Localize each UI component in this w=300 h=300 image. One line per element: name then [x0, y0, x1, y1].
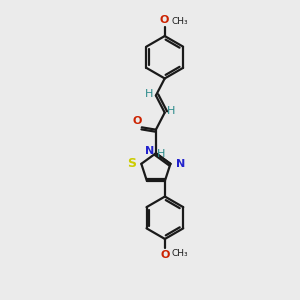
Text: H: H — [167, 106, 176, 116]
Text: O: O — [133, 116, 142, 126]
Text: H: H — [157, 148, 165, 158]
Text: CH₃: CH₃ — [171, 249, 188, 258]
Text: N: N — [176, 159, 185, 169]
Text: O: O — [160, 250, 170, 260]
Text: CH₃: CH₃ — [171, 17, 188, 26]
Text: O: O — [159, 15, 169, 26]
Text: H: H — [145, 89, 154, 99]
Text: S: S — [127, 157, 136, 170]
Text: N: N — [146, 146, 154, 157]
